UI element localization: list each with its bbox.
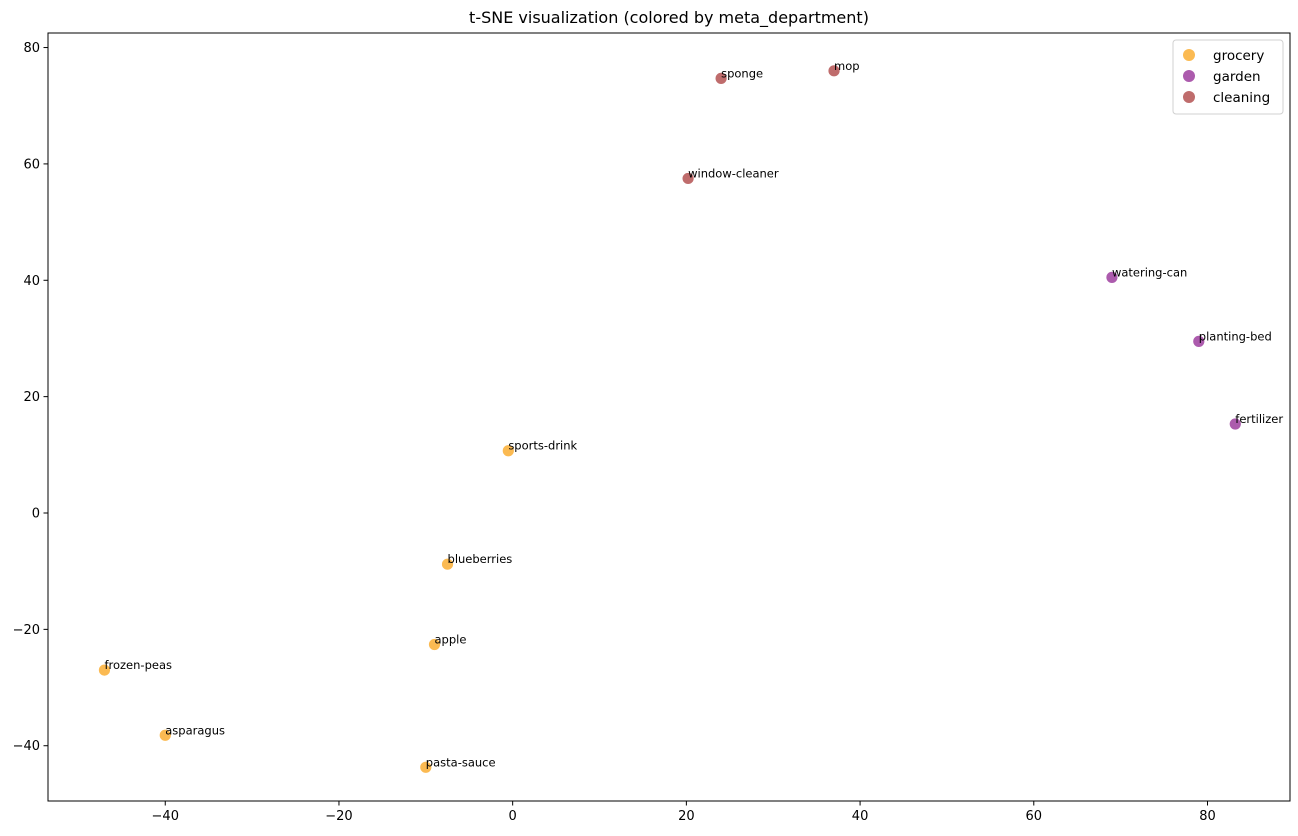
x-axis-ticks: −40 −20 0 20 40 60 80: [152, 801, 1216, 824]
legend-label-grocery: grocery: [1213, 48, 1264, 64]
y-tick-label: −40: [13, 739, 40, 754]
scatter-point-mop: [827, 64, 841, 78]
point-label-pasta-sauce: pasta-sauce: [426, 755, 496, 769]
point-label-watering-can: watering-can: [1112, 265, 1187, 279]
scatter-point-frozen-peas: [98, 663, 111, 677]
scatter-point-sports-drink: [501, 444, 515, 458]
legend-marker-cleaning: [1183, 91, 1195, 103]
legend-box: [1172, 39, 1284, 115]
point-label-sports-drink: sports-drink: [508, 439, 577, 453]
y-tick-label: 20: [23, 390, 40, 405]
legend-marker-garden: [1183, 70, 1195, 82]
x-tick-label: 0: [509, 809, 517, 824]
x-tick-label: 40: [852, 809, 869, 824]
scatter-point-apple: [428, 638, 441, 651]
point-label-mop: mop: [834, 59, 860, 73]
point-label-planting-bed: planting-bed: [1199, 329, 1272, 343]
y-tick-label: 80: [23, 41, 40, 56]
x-tick-label: 80: [1199, 809, 1216, 824]
y-tick-label: 0: [32, 507, 40, 522]
point-label-sponge: sponge: [721, 66, 763, 80]
point-label-window-cleaner: window-cleaner: [688, 166, 779, 180]
scatter-point-sponge: [714, 71, 728, 85]
scatter-point-pasta-sauce: [419, 760, 433, 774]
y-tick-label: −20: [13, 623, 40, 638]
chart-title: t-SNE visualization (colored by meta_dep…: [469, 8, 869, 28]
point-label-blueberries: blueberries: [448, 552, 513, 566]
y-tick-label: 40: [23, 274, 40, 289]
scatter-point-window-cleaner: [681, 172, 695, 185]
point-labels: sports-drink blueberries apple frozen-peas a…: [104, 59, 1283, 769]
point-label-asparagus: asparagus: [165, 723, 225, 737]
x-tick-label: 20: [678, 809, 695, 824]
legend-label-garden: garden: [1213, 69, 1261, 85]
plot-marks: [98, 64, 1242, 774]
scatter-point-planting-bed: [1192, 334, 1206, 348]
scatter-point-fertilizer: [1228, 417, 1242, 431]
legend: grocery garden cleaning: [1172, 39, 1284, 115]
legend-marker-grocery: [1183, 49, 1195, 61]
scatter-point-blueberries: [441, 557, 454, 571]
y-tick-label: 60: [23, 157, 40, 172]
y-axis-ticks: −40 −20 0 20 40 60 80: [13, 41, 48, 754]
legend-label-cleaning: cleaning: [1213, 90, 1270, 106]
scatter-point-asparagus: [158, 728, 172, 742]
scatter-point-watering-can: [1105, 270, 1119, 284]
x-tick-label: −20: [325, 809, 352, 824]
point-label-fertilizer: fertilizer: [1235, 412, 1283, 426]
point-label-frozen-peas: frozen-peas: [104, 658, 172, 672]
x-tick-label: 60: [1026, 809, 1043, 824]
plot-frame: [47, 32, 1291, 802]
point-label-apple: apple: [434, 632, 466, 646]
x-tick-label: −40: [152, 809, 179, 824]
